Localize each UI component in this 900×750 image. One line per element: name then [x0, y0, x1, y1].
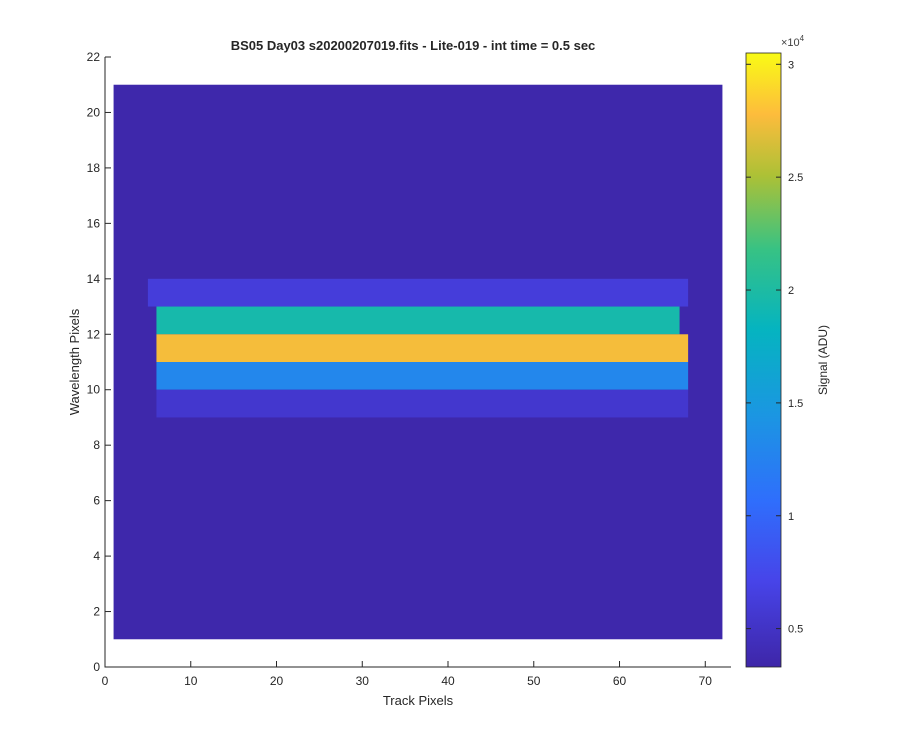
colorbar-multiplier: ×104	[781, 34, 805, 49]
x-tick-label: 30	[356, 674, 370, 688]
y-tick-label: 0	[93, 660, 100, 674]
colorbar-label: Signal (ADU)	[816, 325, 830, 395]
y-tick-label: 22	[87, 50, 101, 64]
x-axis: 0 10 20 30 40 50 60 70	[102, 661, 713, 688]
y-tick-label: 10	[87, 383, 101, 397]
y-tick-label: 4	[93, 549, 100, 563]
colorbar-tick-label: 1	[788, 511, 794, 523]
colorbar-tick-label: 2	[788, 285, 794, 297]
y-tick-label: 2	[93, 605, 100, 619]
y-tick-label: 14	[87, 272, 101, 286]
colorbar: 0.5 1 1.5 2 2.5 3 ×104 Signal (ADU)	[745, 34, 830, 668]
x-tick-label: 60	[613, 674, 627, 688]
y-tick-label: 18	[87, 161, 101, 175]
colorbar-gradient	[745, 52, 782, 668]
heatmap-band-3	[156, 362, 689, 390]
x-tick-label: 70	[699, 674, 713, 688]
heatmap-band-2	[156, 334, 689, 362]
x-tick-label: 10	[184, 674, 198, 688]
x-tick-label: 20	[270, 674, 284, 688]
y-tick-label: 6	[93, 494, 100, 508]
colorbar-tick-label: 2.5	[788, 172, 803, 184]
heatmap-band-4	[156, 389, 689, 418]
plot-area	[104, 57, 731, 668]
y-axis: 0 2 4 6 8 10 12 14 16 18 20 22	[87, 50, 111, 674]
y-tick-label: 8	[93, 438, 100, 452]
colorbar-tick-label: 1.5	[788, 398, 803, 410]
chart-title: BS05 Day03 s20200207019.fits - Lite-019 …	[231, 38, 596, 53]
colorbar-ticks: 0.5 1 1.5 2 2.5 3	[746, 59, 803, 636]
heatmap-band-1	[156, 306, 680, 335]
x-axis-label: Track Pixels	[383, 693, 454, 708]
x-tick-label: 50	[527, 674, 541, 688]
heatmap-band-0	[147, 278, 689, 307]
colorbar-tick-label: 0.5	[788, 624, 803, 636]
y-tick-label: 12	[87, 327, 101, 341]
x-tick-label: 0	[102, 674, 109, 688]
y-tick-label: 16	[87, 216, 101, 230]
y-tick-label: 20	[87, 105, 101, 119]
x-tick-label: 40	[441, 674, 455, 688]
colorbar-tick-label: 3	[788, 59, 794, 71]
y-axis-label: Wavelength Pixels	[67, 308, 82, 415]
